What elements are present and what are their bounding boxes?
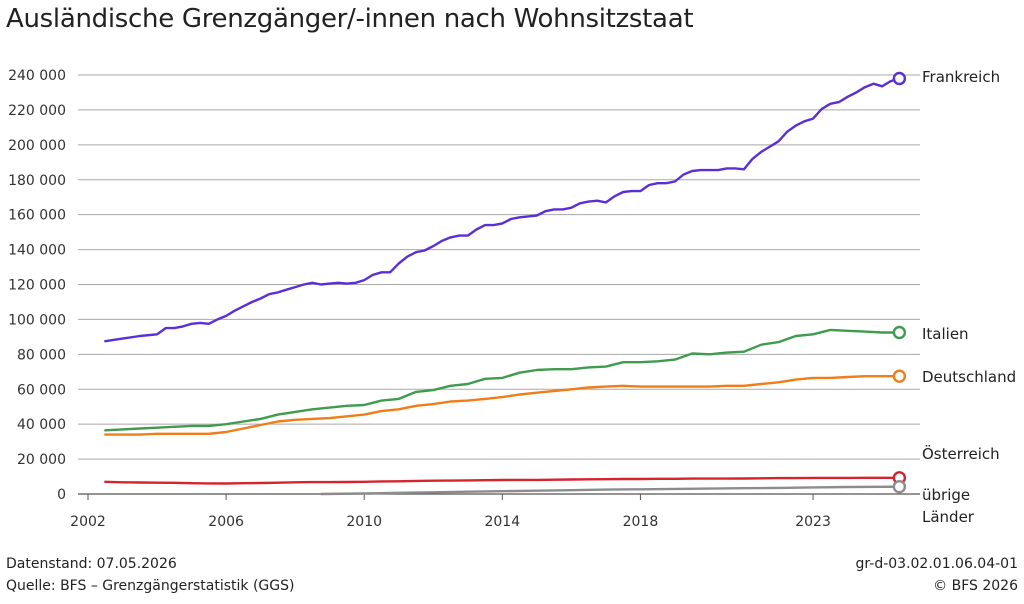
y-tick-label: 160 000 xyxy=(8,208,66,224)
y-tick-label: 140 000 xyxy=(8,243,66,259)
grid xyxy=(78,74,920,495)
end-marker-frankreich xyxy=(892,71,907,86)
series-end-label: Österreich xyxy=(922,444,1000,463)
series-line-österreich xyxy=(104,476,901,485)
y-tick-label: 80 000 xyxy=(17,347,66,363)
y-tick-label: 200 000 xyxy=(8,138,66,154)
y-tick-label: 0 xyxy=(57,487,66,503)
footer-data-status: Datenstand: 07.05.2026 xyxy=(6,556,177,572)
end-labels: Frankreich Italien Deutschland Österreich üb… xyxy=(922,68,1016,526)
y-axis: 0 20 000 40 000 60 000 80 000 100 000 120 000 1… xyxy=(8,68,66,503)
series-end-label: Frankreich xyxy=(922,68,1000,86)
end-marker-übrige-länder xyxy=(892,479,907,494)
series-end-label: Italien xyxy=(922,325,969,343)
x-tick-label: 2018 xyxy=(623,514,659,530)
y-tick-label: 60 000 xyxy=(17,382,66,398)
series-line-übrige-länder xyxy=(319,485,901,496)
end-marker-deutschland xyxy=(892,369,907,383)
x-tick-label: 2014 xyxy=(484,514,520,530)
chart-title: Ausländische Grenzgänger/-innen nach Woh… xyxy=(6,4,694,34)
y-tick-label: 180 000 xyxy=(8,173,66,189)
y-tick-label: 220 000 xyxy=(8,103,66,119)
series-line-deutschland xyxy=(104,375,901,436)
x-axis: 2002 2006 2010 2014 2018 2023 xyxy=(70,494,831,530)
footer-copyright: © BFS 2026 xyxy=(933,578,1018,594)
x-tick-label: 2010 xyxy=(346,514,382,530)
x-tick-label: 2023 xyxy=(795,514,831,530)
footer-source: Quelle: BFS – Grenzgängerstatistik (GGS) xyxy=(6,578,295,594)
y-tick-label: 100 000 xyxy=(8,312,66,328)
series-line-italien xyxy=(104,328,901,432)
series-end-label: übrige xyxy=(922,486,970,504)
footer-chart-id: gr-d-03.02.01.06.04-01 xyxy=(855,556,1018,572)
end-marker-italien xyxy=(892,325,907,340)
series-end-label: Länder xyxy=(922,508,975,526)
series-end-label: Deutschland xyxy=(922,368,1016,386)
x-tick-label: 2006 xyxy=(208,514,244,530)
series-line-frankreich xyxy=(104,77,901,343)
y-tick-label: 20 000 xyxy=(17,452,66,468)
y-tick-label: 240 000 xyxy=(8,68,66,84)
y-tick-label: 40 000 xyxy=(17,417,66,433)
x-tick-label: 2002 xyxy=(70,514,106,530)
y-tick-label: 120 000 xyxy=(8,278,66,294)
series-lines xyxy=(104,71,907,496)
